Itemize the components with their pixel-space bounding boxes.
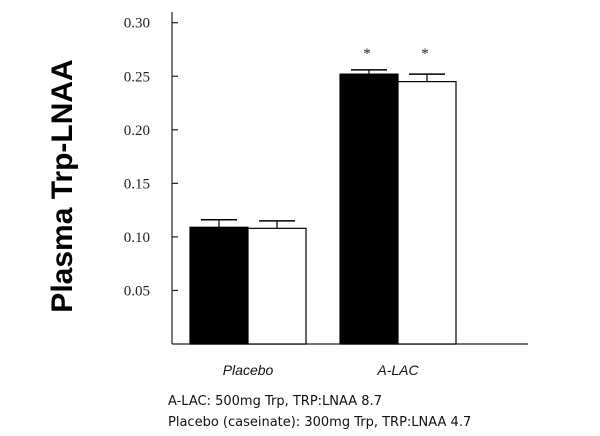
y-tick-label: 0.30 <box>124 16 150 32</box>
y-axis-label: Plasma Trp-LNAA <box>46 59 79 312</box>
significance-marker: * <box>363 46 371 62</box>
y-axis-ticks: 0.05 0.10 0.15 0.20 0.25 0.30 <box>124 16 178 299</box>
bar <box>189 226 249 345</box>
x-category-label: A-LAC <box>376 362 419 378</box>
significance-marker: * <box>421 46 429 62</box>
y-tick-label: 0.20 <box>124 123 150 139</box>
bar <box>397 81 457 345</box>
x-axis-category-labels: Placebo A-LAC <box>223 362 420 378</box>
note-a-lac: A-LAC: 500mg Trp, TRP:LNAA 8.7 <box>168 394 382 409</box>
x-category-label: Placebo <box>223 362 274 378</box>
y-tick-label: 0.25 <box>124 69 150 85</box>
y-tick-label: 0.10 <box>124 230 150 246</box>
bar <box>247 227 307 345</box>
bar <box>339 73 399 345</box>
bars-group: * * <box>189 46 457 345</box>
y-tick-label: 0.15 <box>124 176 150 192</box>
note-placebo: Placebo (caseinate): 300mg Trp, TRP:LNAA… <box>168 415 472 430</box>
y-tick-label: 0.05 <box>124 283 150 299</box>
